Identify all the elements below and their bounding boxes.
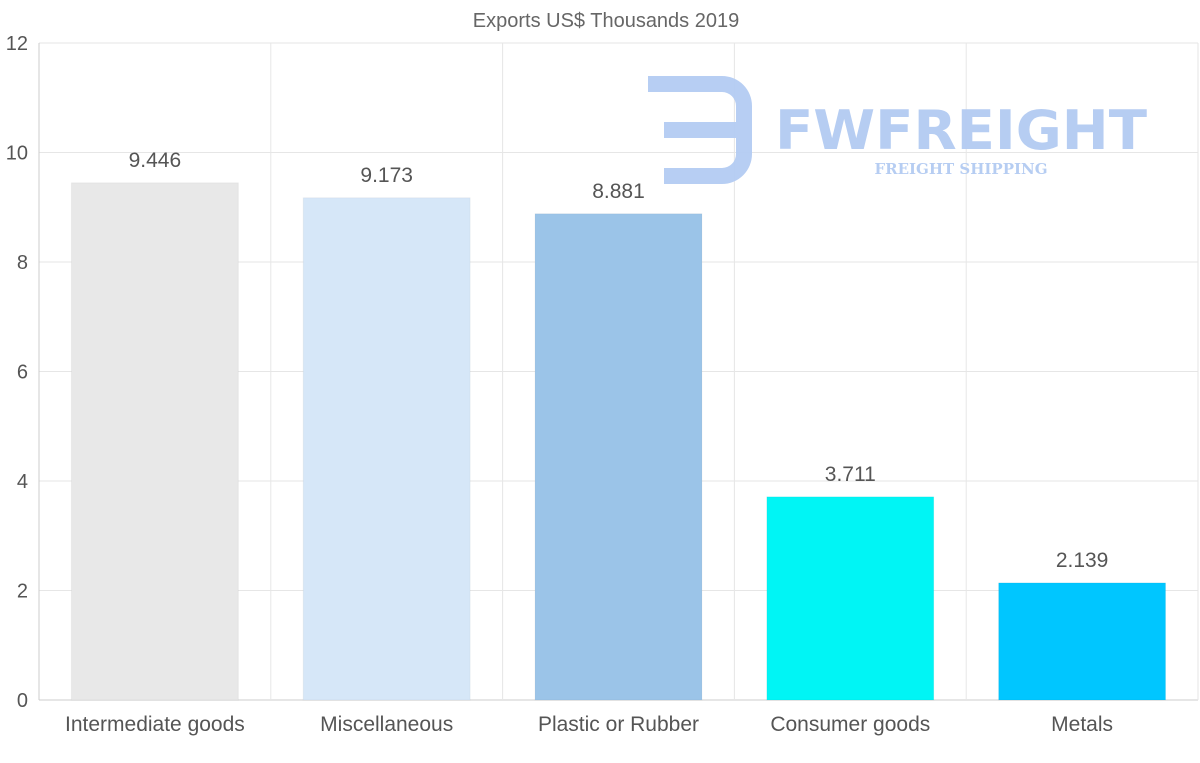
bar bbox=[302, 197, 471, 701]
y-tick-label: 0 bbox=[17, 690, 28, 712]
category-label: Miscellaneous bbox=[320, 713, 453, 736]
bar bbox=[766, 496, 935, 701]
y-tick-label: 10 bbox=[6, 143, 28, 165]
watermark: FWFREIGHT FREIGHT SHIPPING bbox=[648, 76, 1147, 184]
chart-title: Exports US$ Thousands 2019 bbox=[473, 10, 739, 32]
value-label: 2.139 bbox=[1056, 549, 1109, 572]
category-label: Intermediate goods bbox=[65, 713, 245, 736]
bars bbox=[70, 182, 1167, 701]
value-labels: 9.446 9.173 8.881 3.711 2.139 bbox=[129, 149, 1109, 572]
value-label: 9.446 bbox=[129, 149, 182, 172]
value-label: 8.881 bbox=[592, 180, 645, 203]
y-axis-ticks: 0 2 4 6 8 10 12 bbox=[6, 33, 28, 712]
watermark-brand: FWFREIGHT bbox=[775, 99, 1147, 162]
bar bbox=[70, 182, 239, 701]
watermark-logo-icon bbox=[648, 76, 752, 184]
category-label: Consumer goods bbox=[770, 713, 930, 736]
y-tick-label: 8 bbox=[17, 252, 28, 274]
y-tick-label: 4 bbox=[17, 471, 28, 493]
y-tick-label: 12 bbox=[6, 33, 28, 55]
y-tick-label: 2 bbox=[17, 581, 28, 603]
category-label: Metals bbox=[1051, 713, 1113, 736]
watermark-tagline: FREIGHT SHIPPING bbox=[874, 160, 1047, 178]
y-tick-label: 6 bbox=[17, 362, 28, 384]
bar bbox=[534, 213, 703, 701]
value-label: 3.711 bbox=[825, 463, 876, 486]
x-axis-categories: Intermediate goods Miscellaneous Plastic o… bbox=[65, 713, 1113, 736]
category-label: Plastic or Rubber bbox=[538, 713, 699, 736]
value-label: 9.173 bbox=[360, 164, 413, 187]
bar bbox=[998, 582, 1167, 701]
